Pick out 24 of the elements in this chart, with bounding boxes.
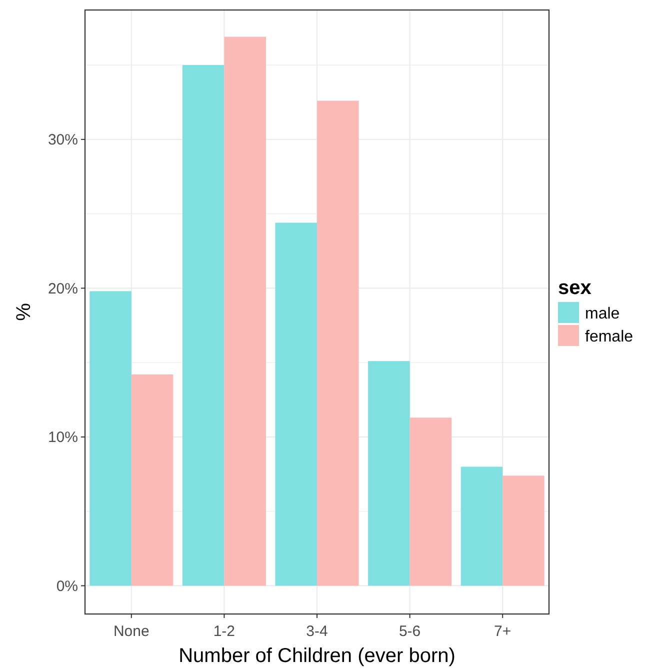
x-tick-label: 3-4 <box>306 623 328 640</box>
x-tick-label: 1-2 <box>213 623 236 640</box>
bar <box>368 361 410 586</box>
y-tick-label: 30% <box>48 132 78 149</box>
bar <box>182 65 224 586</box>
y-tick-label: 0% <box>56 578 78 595</box>
bar <box>502 476 544 586</box>
x-tick-label: None <box>113 623 150 640</box>
bar <box>275 222 317 586</box>
legend-title: sex <box>558 277 592 299</box>
y-tick-label: 20% <box>48 280 78 298</box>
bar <box>90 291 132 586</box>
legend-label: female <box>585 328 634 346</box>
legend-label: male <box>585 306 620 323</box>
bar <box>460 466 503 586</box>
y-axis-title: % <box>13 302 35 321</box>
bar <box>410 418 452 586</box>
x-tick-label: 7+ <box>494 623 512 640</box>
x-axis-title: Number of Children (ever born) <box>178 645 456 667</box>
y-tick-label: 10% <box>48 429 78 446</box>
bar <box>131 374 174 586</box>
bar <box>317 100 359 586</box>
bar <box>224 36 266 586</box>
x-tick-label: 5-6 <box>398 623 421 640</box>
